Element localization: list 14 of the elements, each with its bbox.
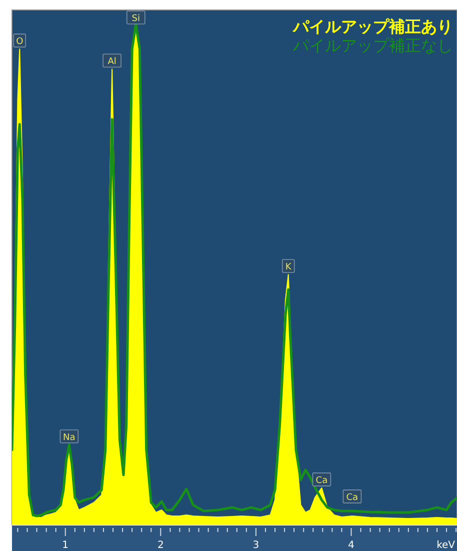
x-axis-title: keV <box>436 540 456 551</box>
x-tick-label: 4 <box>348 540 354 551</box>
annotation: Si <box>132 14 140 24</box>
annotation: Na <box>63 432 76 443</box>
text: パイルアップ補正なし <box>292 36 453 55</box>
text: パイルアップ補正あり <box>292 17 453 36</box>
x-tick-label: 2 <box>157 540 164 551</box>
annotation: Ca <box>346 492 358 503</box>
x-tick-label: 3 <box>252 540 260 551</box>
annotation: Ca <box>316 476 328 486</box>
annotation: O <box>16 37 24 48</box>
annotation: K <box>285 262 292 272</box>
x-tick-label: 1 <box>62 540 69 551</box>
annotation: Al <box>108 57 116 68</box>
